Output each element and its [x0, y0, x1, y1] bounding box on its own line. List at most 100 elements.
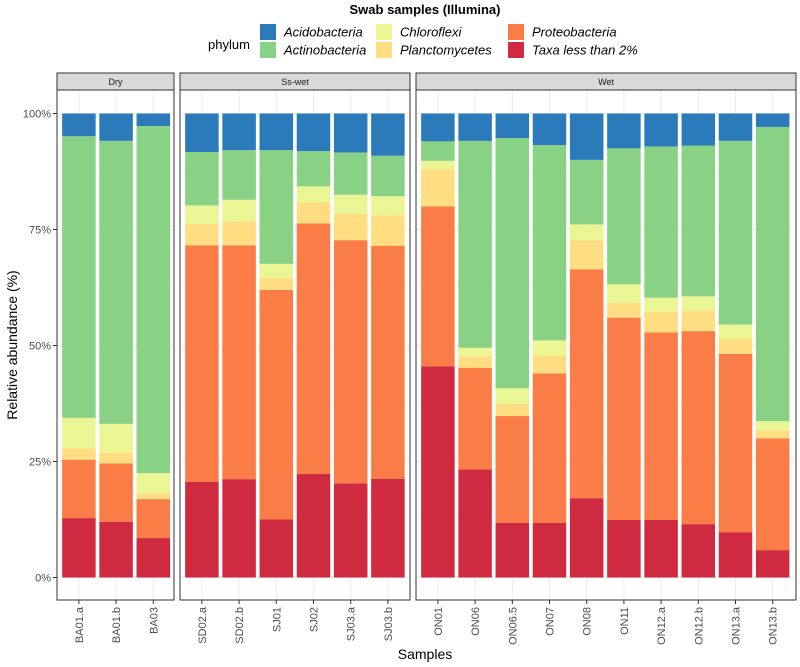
bar-segment-ba01-b-acidobacteria — [99, 113, 133, 141]
legend-title: phylum — [208, 37, 250, 52]
bar-segment-on13-a-taxa-less-than-2 — [718, 532, 753, 578]
bar-segment-on07-taxa-less-than-2 — [532, 522, 567, 578]
bar-segment-on12-a-actinobacteria — [644, 146, 678, 298]
bar-segment-on01-planctomycetes — [421, 169, 455, 207]
bar-segment-sj02-chloroflexi — [296, 186, 331, 203]
bar-segment-ba03-taxa-less-than-2 — [136, 538, 171, 578]
bar-segment-sd02-b-taxa-less-than-2 — [222, 479, 256, 578]
bar-segment-sj02-taxa-less-than-2 — [296, 474, 331, 578]
x-tick-label-on13-a: ON13.a — [731, 606, 743, 645]
bar-segment-sj03-b-acidobacteria — [371, 113, 405, 156]
legend-key-proteobacteria — [508, 24, 524, 40]
legend-key-acidobacteria — [260, 24, 276, 40]
bar-segment-sd02-b-proteobacteria — [222, 245, 256, 480]
bar-segment-sd02-a-planctomycetes — [185, 223, 219, 246]
bar-segment-on06-chloroflexi — [458, 347, 492, 357]
bar-segment-on07-proteobacteria — [532, 373, 567, 523]
bar-segment-on13-b-chloroflexi — [755, 421, 790, 431]
facet-strip-label: Wet — [598, 77, 614, 87]
x-tick-label-sj03-b: SJ03.b — [383, 607, 395, 641]
bar-segment-sj02-proteobacteria — [296, 223, 331, 475]
bar-segment-on11-acidobacteria — [607, 113, 641, 149]
bar-segment-sj03-a-proteobacteria — [333, 240, 368, 484]
y-tick-label: 100% — [23, 109, 51, 121]
bar-segment-on13-b-taxa-less-than-2 — [755, 550, 790, 578]
panel-dry: Dry BA01.a BA01.b BA03 — [56, 72, 175, 643]
y-axis-label: Relative abundance (%) — [4, 270, 20, 419]
bar-segment-sj01-chloroflexi — [259, 263, 294, 278]
bar-segment-ba03-chloroflexi — [136, 473, 171, 494]
x-axis-label: Samples — [398, 646, 452, 662]
y-axis: 0% 25% 50% 75% 100% — [23, 109, 57, 585]
bar-segment-on13-b-actinobacteria — [755, 126, 790, 422]
bar-segment-on06-taxa-less-than-2 — [458, 469, 492, 578]
bar-segment-ba01-a-taxa-less-than-2 — [62, 518, 96, 578]
bar-segment-sj03-a-acidobacteria — [333, 113, 368, 153]
bar-segment-on12-a-proteobacteria — [644, 332, 678, 520]
bar-segment-sd02-a-actinobacteria — [185, 152, 219, 206]
bar-segment-on08-chloroflexi — [569, 224, 604, 241]
x-tick-label-sj01: SJ01 — [271, 607, 283, 632]
bar-segment-on01-chloroflexi — [421, 160, 455, 170]
y-tick-label: 50% — [29, 341, 51, 353]
legend-label-taxa-less-than-2: Taxa less than 2% — [532, 43, 638, 58]
bar-segment-ba03-proteobacteria — [136, 499, 171, 539]
bar-segment-ba03-planctomycetes — [136, 493, 171, 500]
bar-segment-on08-planctomycetes — [569, 240, 604, 270]
bar-segment-sj03-a-planctomycetes — [333, 213, 368, 241]
bar-segment-on11-chloroflexi — [607, 284, 641, 303]
bar-segment-sd02-a-taxa-less-than-2 — [185, 481, 219, 578]
x-tick-label-sd02-b: SD02.b — [234, 607, 246, 644]
bar-segment-sd02-a-acidobacteria — [185, 113, 219, 153]
bar-segment-on13-b-planctomycetes — [755, 430, 790, 439]
bar-segment-on06-planctomycetes — [458, 356, 492, 368]
legend-key-chloroflexi — [376, 24, 392, 40]
bar-segment-on06-5-chloroflexi — [495, 388, 530, 404]
bar-segment-on13-b-acidobacteria — [755, 113, 790, 127]
bar-segment-ba01-b-taxa-less-than-2 — [99, 521, 133, 578]
bar-segment-on11-planctomycetes — [607, 302, 641, 318]
x-tick-label-sj02: SJ02 — [309, 607, 321, 632]
bar-segment-sd02-b-acidobacteria — [222, 113, 256, 151]
x-tick-label-ba03: BA03 — [148, 607, 160, 634]
y-tick-label: 75% — [29, 225, 51, 237]
bar-segment-sd02-b-planctomycetes — [222, 221, 256, 246]
panel-border — [415, 89, 797, 601]
y-tick-label: 25% — [29, 457, 51, 469]
x-tick-label-on01: ON01 — [433, 607, 445, 636]
bar-segment-on01-taxa-less-than-2 — [421, 366, 455, 578]
bar-segment-sj03-a-actinobacteria — [333, 152, 368, 195]
x-tick-label-on06: ON06 — [470, 607, 482, 636]
bar-segment-sj03-b-actinobacteria — [371, 155, 405, 197]
bar-segment-sj03-b-proteobacteria — [371, 245, 405, 479]
bar-segment-on08-proteobacteria — [569, 269, 604, 499]
bar-segment-sd02-b-actinobacteria — [222, 150, 256, 200]
bar-segment-ba01-a-planctomycetes — [62, 448, 96, 460]
bar-segment-on07-actinobacteria — [532, 145, 567, 341]
bar-segment-sj03-a-chloroflexi — [333, 194, 368, 214]
y-tick-label: 0% — [35, 573, 51, 585]
bar-segment-ba01-a-actinobacteria — [62, 136, 96, 418]
bar-segment-on13-a-chloroflexi — [718, 324, 753, 340]
panel-ss-wet: Ss-wet SD02.a SD02.b SJ01 SJ02 SJ03.a SJ03.b — [179, 72, 411, 644]
bar-segment-ba01-b-chloroflexi — [99, 423, 133, 453]
bar-segment-sj02-actinobacteria — [296, 151, 331, 187]
bar-segment-sd02-a-proteobacteria — [185, 245, 219, 482]
bar-segment-sj01-actinobacteria — [259, 150, 294, 264]
bar-segment-on01-acidobacteria — [421, 113, 455, 142]
bar-segment-on13-a-planctomycetes — [718, 339, 753, 354]
x-tick-label-ba01-b: BA01.b — [111, 607, 123, 643]
legend-key-actinobacteria — [260, 42, 276, 58]
bar-segment-sd02-b-chloroflexi — [222, 199, 256, 222]
bar-segment-ba01-b-actinobacteria — [99, 140, 133, 424]
x-tick-label-sd02-a: SD02.a — [197, 606, 209, 644]
bar-segment-ba03-actinobacteria — [136, 126, 171, 474]
bar-segment-on06-5-proteobacteria — [495, 416, 530, 523]
chart-title: Swab samples (Illumina) — [350, 2, 501, 17]
bar-segment-on11-proteobacteria — [607, 317, 641, 520]
bar-segment-on12-b-proteobacteria — [681, 331, 716, 525]
bar-segment-sj02-planctomycetes — [296, 202, 331, 224]
x-tick-label-ba01-a: BA01.a — [74, 606, 86, 643]
legend: phylum Acidobacteria Actinobacteria Chlorof… — [208, 24, 638, 58]
